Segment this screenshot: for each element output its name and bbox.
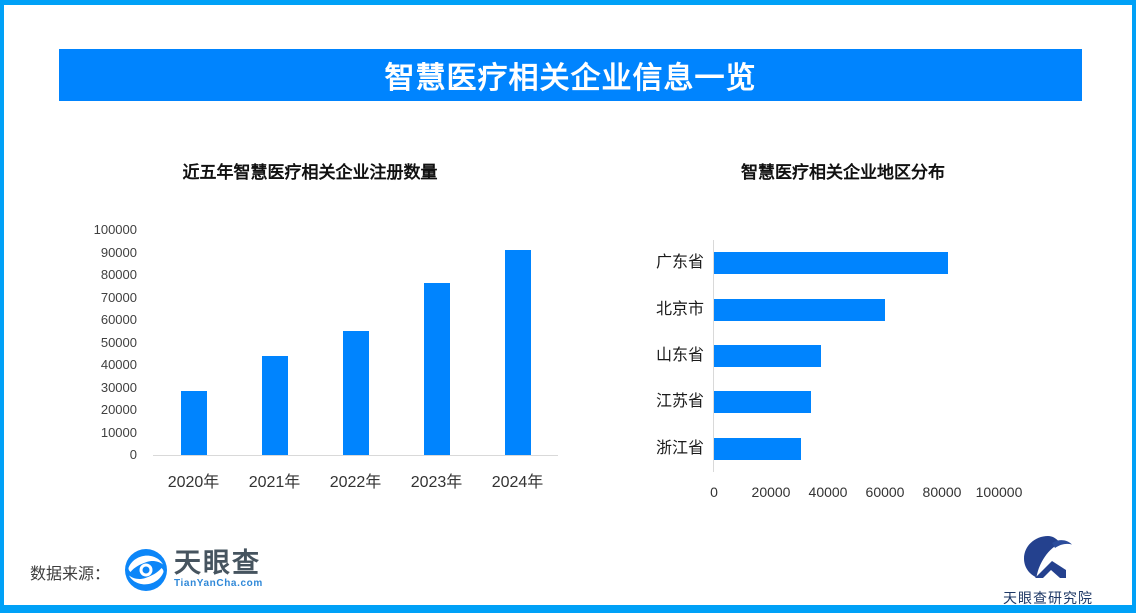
registrations-chart: 近五年智慧医疗相关企业注册数量 0 10000 20000 30000 40000 500… <box>60 158 560 491</box>
y-tick-label: 80000 <box>100 267 137 282</box>
region-category-label: 北京市 <box>655 300 704 318</box>
y-tick-label: 20000 <box>100 402 137 417</box>
x-tick-label: 0 <box>710 484 718 500</box>
y-tick-label: 40000 <box>100 357 137 372</box>
title-banner: 智慧医疗相关企业信息一览 <box>59 49 1082 101</box>
research-institute-logo: 天眼查研究院 <box>1000 536 1096 608</box>
page-border-bottom <box>0 605 1136 613</box>
page-border-left <box>0 0 4 613</box>
regions-chart: 智慧医疗相关企业地区分布 0 20000 40000 60000 80000 100000… <box>608 158 1078 500</box>
tianyancha-brand-name: 天眼查 <box>174 548 262 578</box>
registrations-bar-2020年 <box>180 390 207 455</box>
regions-bar-山东省 <box>714 345 821 367</box>
y-tick-label: 100000 <box>93 222 137 237</box>
x-tick-label: 20000 <box>751 484 791 500</box>
registrations-bar-2021年 <box>261 356 288 455</box>
registrations-bar-2022年 <box>342 331 369 455</box>
page-border-top <box>0 0 1136 5</box>
registrations-chart-title: 近五年智慧医疗相关企业注册数量 <box>182 163 438 182</box>
tianyancha-domain: TianYanCha.com <box>174 578 263 589</box>
regions-bar-广东省 <box>714 252 948 275</box>
y-tick-label: 90000 <box>100 244 137 260</box>
x-category-label: 2023年 <box>410 474 463 491</box>
x-category-label: 2024年 <box>491 474 544 491</box>
x-category-label: 2020年 <box>167 474 220 491</box>
x-category-row: 2020年 2021年 2022年 2023年 2024年 <box>153 455 558 491</box>
x-tick-label: 100000 <box>975 484 1023 500</box>
tianyancha-eye-icon <box>124 548 168 592</box>
research-institute-name: 天眼查研究院 <box>1003 590 1093 606</box>
region-category-label: 江苏省 <box>655 393 704 411</box>
tianyancha-wordmark: 天眼查 TianYanCha.com <box>174 548 263 589</box>
y-tick-label: 10000 <box>100 424 137 440</box>
registrations-bar-2023年 <box>423 282 450 455</box>
x-tick-label: 40000 <box>808 484 848 500</box>
registrations-bar-2024年 <box>504 250 531 455</box>
page-border-right <box>1132 0 1136 613</box>
region-category-label: 广东省 <box>655 254 704 272</box>
region-category-label: 浙江省 <box>655 439 704 457</box>
regions-bar-浙江省 <box>714 437 801 460</box>
region-category-label: 山东省 <box>655 347 704 364</box>
registrations-plot-area: 0 10000 20000 30000 40000 50000 60000 70000 8000… <box>94 222 558 491</box>
regions-bar-北京市 <box>714 298 885 321</box>
y-tick-label: 30000 <box>100 379 137 395</box>
regions-chart-title: 智慧医疗相关企业地区分布 <box>741 163 945 182</box>
x-tick-label: 60000 <box>865 484 905 500</box>
y-tick-label: 50000 <box>100 334 137 350</box>
research-institute-swoosh-icon <box>1022 536 1074 580</box>
regions-bar-江苏省 <box>714 391 811 414</box>
y-tick-label: 0 <box>129 447 137 462</box>
regions-plot-area: 0 20000 40000 60000 80000 100000 广东省北京市山东省江苏省浙… <box>656 240 1022 500</box>
data-source: 数据来源： 天眼查 TianYanCha.com <box>30 548 263 592</box>
y-tick-label: 70000 <box>100 289 137 305</box>
page-title: 智慧医疗相关企业信息一览 <box>384 62 757 95</box>
x-tick-label: 80000 <box>922 484 962 500</box>
x-category-label: 2021年 <box>248 474 301 491</box>
data-source-label: 数据来源： <box>30 566 111 583</box>
x-category-label: 2022年 <box>329 474 382 491</box>
y-tick-label: 60000 <box>100 312 137 327</box>
